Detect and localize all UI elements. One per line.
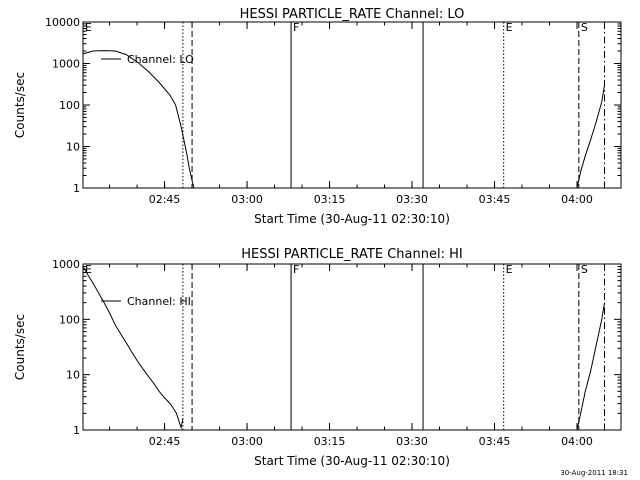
y-tick-label: 10 [66, 369, 80, 382]
y-axis-label: Counts/sec [13, 72, 27, 138]
x-tick-label: 03:45 [479, 193, 511, 206]
x-axis-label: Start Time (30-Aug-11 02:30:10) [254, 454, 450, 468]
y-tick-label: 1 [73, 424, 80, 437]
legend-label: Channel: LO [127, 53, 194, 66]
event-marker-label: S [581, 21, 588, 34]
x-tick-label: 04:00 [561, 193, 593, 206]
plot-frame [82, 21, 622, 189]
y-tick-label: 10 [66, 141, 80, 154]
chart-panel-lo: HESSI PARTICLE_RATE Channel: LO 1 10 100 100… [13, 7, 622, 226]
legend-label: Channel: HI [127, 295, 191, 308]
y-axis-label: Counts/sec [13, 314, 27, 380]
event-marker-label: E [506, 21, 513, 34]
event-marker-label: E [506, 263, 513, 276]
y-tick-label: 1000 [52, 58, 80, 71]
x-tick-label: 02:45 [149, 193, 181, 206]
y-tick-label: 100 [59, 99, 80, 112]
x-tick-label: 03:00 [231, 193, 263, 206]
footer-timestamp: 30-Aug-2011 18:31 [560, 469, 628, 477]
x-tick-label: 03:15 [314, 193, 346, 206]
x-tick-label: 03:00 [231, 435, 263, 448]
event-marker-label: F [293, 21, 299, 34]
chart-title: HESSI PARTICLE_RATE Channel: HI [241, 247, 462, 262]
series-line [82, 266, 184, 430]
y-tick-label: 100 [59, 313, 80, 326]
x-tick-label: 03:30 [396, 193, 428, 206]
series-line [82, 50, 195, 189]
x-tick-label: 03:30 [396, 435, 428, 448]
plot-frame [82, 263, 622, 431]
y-tick-label: 10000 [45, 16, 80, 29]
chart-panel-hi: HESSI PARTICLE_RATE Channel: HI 1 10 100 100… [13, 247, 622, 468]
chart-title: HESSI PARTICLE_RATE Channel: LO [240, 7, 465, 22]
x-tick-label: 04:00 [561, 435, 593, 448]
x-tick-label: 02:45 [149, 435, 181, 448]
event-marker-label: E [85, 263, 92, 276]
event-marker-label: F [293, 263, 299, 276]
x-axis-label: Start Time (30-Aug-11 02:30:10) [254, 212, 450, 226]
event-marker-label: E [85, 21, 92, 34]
series-line [576, 302, 605, 431]
event-marker-label: S [581, 263, 588, 276]
x-tick-label: 03:45 [479, 435, 511, 448]
y-tick-label: 1000 [52, 258, 80, 271]
y-tick-label: 1 [73, 182, 80, 195]
x-tick-label: 03:15 [314, 435, 346, 448]
series-line [576, 85, 605, 189]
